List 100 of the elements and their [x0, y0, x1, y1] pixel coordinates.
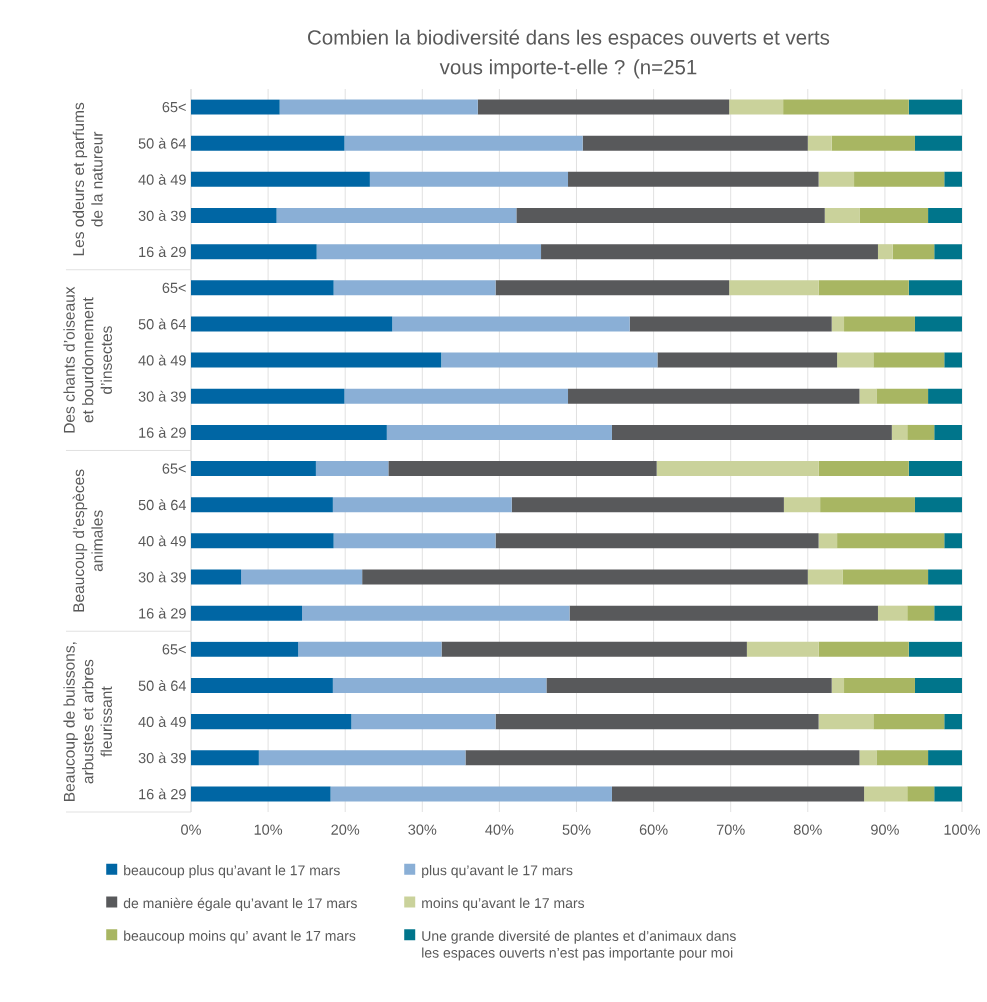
bar	[362, 569, 808, 585]
y-tick-label: 40 à 49	[138, 535, 186, 547]
bar	[844, 316, 915, 332]
y-tick-label: 50 à 64	[138, 499, 187, 511]
bar	[944, 714, 962, 730]
bar	[859, 750, 877, 766]
bar	[315, 461, 389, 477]
bar	[386, 424, 612, 440]
bar	[441, 641, 747, 657]
bar	[908, 641, 962, 657]
bar	[859, 388, 877, 404]
bar	[818, 171, 855, 187]
bar	[908, 461, 962, 477]
bar	[907, 424, 935, 440]
bar	[441, 352, 658, 368]
x-tick-label: 0%	[181, 824, 201, 835]
y-tick-label: 30 à 39	[138, 390, 186, 402]
bar	[241, 569, 363, 585]
legend-label: moins qu’avant le 17 mars	[422, 897, 585, 911]
bar	[302, 605, 570, 621]
y-tick-label: 65<	[162, 644, 186, 655]
bar	[330, 786, 612, 802]
bar	[783, 99, 909, 115]
bar	[582, 135, 808, 151]
bar	[873, 714, 945, 730]
legend-label: plus qu’avant le 17 mars	[422, 865, 573, 879]
bar	[783, 497, 821, 513]
bar	[511, 497, 784, 513]
bar	[891, 424, 908, 440]
bar	[729, 280, 819, 296]
bar	[831, 135, 915, 151]
bar	[934, 786, 962, 802]
bar	[191, 750, 259, 766]
bar	[656, 461, 819, 477]
y-tick-label: 50 à 64	[138, 137, 187, 149]
x-tick-label: 20%	[331, 824, 360, 835]
legend-label: Une grande diversité de plantes et d’animaux dans les espaces ouverts n’est pas importante pour moi	[422, 930, 736, 961]
bar	[877, 244, 893, 260]
y-tick-label: 30 à 39	[138, 752, 186, 764]
bar	[191, 497, 333, 513]
bar	[629, 316, 832, 332]
bar	[191, 424, 387, 440]
y-tick-label: 30 à 39	[138, 571, 186, 583]
bar	[934, 424, 962, 440]
x-tick-label: 10%	[254, 824, 283, 835]
x-tick-label: 80%	[793, 824, 822, 835]
bar	[807, 569, 843, 585]
bar	[928, 208, 962, 224]
bar	[873, 352, 945, 368]
bar	[928, 388, 962, 404]
bar	[914, 316, 962, 332]
bar	[876, 388, 929, 404]
bar	[276, 208, 517, 224]
bar	[907, 786, 935, 802]
bar	[657, 352, 838, 368]
bar	[928, 750, 962, 766]
bar	[842, 569, 929, 585]
bar	[859, 208, 929, 224]
x-tick-label: 60%	[639, 824, 668, 835]
bar	[369, 171, 569, 187]
y-tick-label: 16 à 29	[139, 788, 186, 800]
bar	[914, 497, 962, 513]
bar	[818, 641, 909, 657]
y-tick-label: 50 à 64	[138, 318, 187, 330]
bar	[914, 677, 962, 693]
bar	[541, 244, 878, 260]
bar	[934, 605, 962, 621]
bar	[831, 677, 845, 693]
bar	[191, 569, 242, 585]
x-tick-label: 90%	[871, 824, 899, 835]
bar	[837, 352, 874, 368]
bar	[298, 641, 442, 657]
bar	[344, 388, 569, 404]
bar	[892, 244, 935, 260]
bar	[818, 280, 909, 296]
bar	[191, 677, 333, 693]
bar	[191, 208, 277, 224]
chart-title: Combien la biodiversité dans les espaces ouverts et verts vous importe-t-elle ? (n=251	[308, 29, 830, 79]
bar	[191, 316, 393, 332]
bar	[818, 714, 874, 730]
x-tick-label: 50%	[562, 824, 591, 835]
bar	[191, 99, 280, 115]
y-tick-label: 30 à 39	[138, 210, 186, 221]
bar	[569, 605, 878, 621]
bar	[568, 171, 819, 187]
bar	[333, 280, 496, 296]
y-axis-title: Beaucoup d’espèces animales	[72, 469, 103, 612]
bar	[516, 208, 825, 224]
legend-label: beaucoup moins qu’ avant le 17 mars	[124, 930, 356, 944]
bar	[465, 750, 860, 766]
bar	[864, 786, 908, 802]
bar	[944, 352, 962, 368]
y-axis-title: Beaucoup de buissons, arbustes et arbres fleurissant	[63, 642, 112, 801]
bar	[279, 99, 478, 115]
y-tick-label: 40 à 49	[138, 716, 186, 728]
y-tick-label: 65<	[162, 101, 186, 113]
bar	[191, 641, 299, 657]
bar	[818, 533, 838, 549]
bar	[611, 786, 865, 802]
bar	[854, 171, 945, 187]
